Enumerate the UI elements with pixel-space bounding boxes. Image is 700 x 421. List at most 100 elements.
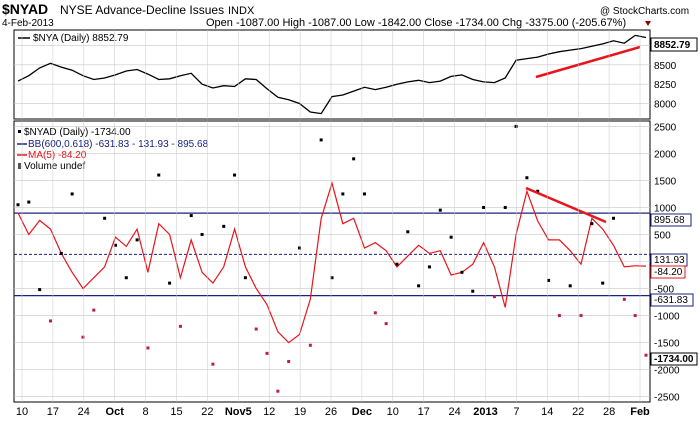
nyad-y-tick-label: -1000 xyxy=(654,312,680,323)
nya-y-tick-label: 8500 xyxy=(654,61,677,72)
nya-gridlines xyxy=(14,45,650,104)
bb-legend-label: BB(600,0.618) -631.83 - 131.93 - 895.68 xyxy=(28,139,209,150)
volume-legend-label: Volume undef xyxy=(24,161,85,172)
nyad-data-point xyxy=(70,192,74,196)
x-tick-label: 24 xyxy=(78,406,90,418)
x-tick-label: 17 xyxy=(418,406,430,418)
nyad-y-tick-label: -2000 xyxy=(654,366,680,377)
bb-lower-label: -631.83 xyxy=(654,295,688,306)
nyad-data-point xyxy=(59,251,63,255)
chart-exchange: INDX xyxy=(228,5,255,17)
x-tick-label: 14 xyxy=(541,406,553,418)
ma-value-box xyxy=(650,265,686,279)
nyad-data-point xyxy=(265,351,269,355)
nyad-data-point xyxy=(92,308,96,312)
nyad-data-point xyxy=(168,281,172,285)
nyad-legend-swatch xyxy=(18,130,21,133)
chg-down-icon xyxy=(645,21,651,26)
nya-series-line xyxy=(17,34,647,115)
nyad-y-tick-label: -500 xyxy=(654,285,674,296)
nyad-trend-annotation xyxy=(525,186,607,224)
nyad-y-tick-label: 2000 xyxy=(654,149,677,160)
nyad-data-point xyxy=(362,192,366,196)
nyad-data-point xyxy=(612,216,616,220)
nya-legend-label: $NYA (Daily) 8852.79 xyxy=(33,33,129,44)
x-tick-label: 26 xyxy=(325,406,337,418)
nyad-data-point xyxy=(81,335,85,339)
nyad-data-point xyxy=(211,362,215,366)
nyad-data-point xyxy=(427,265,431,269)
nyad-data-point xyxy=(492,295,496,299)
nyad-data-point xyxy=(200,232,204,236)
ma-value-label: -84.20 xyxy=(654,267,683,278)
nyad-data-point xyxy=(298,246,302,250)
nyad-data-point xyxy=(482,205,486,209)
ma5-series-line xyxy=(17,180,647,344)
volume-legend-swatch xyxy=(18,163,21,169)
nyad-data-point xyxy=(644,353,648,357)
nyad-y-axis: -2500-2000-1500-1000-5000500100015002000… xyxy=(654,122,680,403)
nyad-data-point xyxy=(579,314,583,318)
x-tick-label: Oct xyxy=(106,406,125,418)
nyad-data-point xyxy=(48,319,52,323)
ohlc-readout: Open -1087.00 High -1087.00 Low -1842.00… xyxy=(206,17,626,29)
bb-upper-label: 895.68 xyxy=(654,215,685,226)
nyad-data-point xyxy=(308,343,312,347)
nya-value-box xyxy=(650,37,698,52)
nyad-value-label: -1734.00 xyxy=(654,354,694,365)
chart-name: NYSE Advance-Decline Issues xyxy=(60,3,224,17)
nyad-data-point xyxy=(525,176,529,180)
nyad-y-tick-label: 1000 xyxy=(654,203,677,214)
nyad-y-tick-label: 1500 xyxy=(654,176,677,187)
nyad-data-point xyxy=(135,238,139,242)
chart-symbol: $NYAD xyxy=(2,1,48,17)
x-tick-label: 22 xyxy=(201,406,213,418)
nyad-data-point xyxy=(395,262,399,266)
x-tick-label: 10 xyxy=(387,406,399,418)
x-tick-label: 8 xyxy=(143,406,149,418)
bollinger-bands xyxy=(14,212,650,297)
chart-date: 4-Feb-2013 xyxy=(2,18,54,29)
nya-value-label: 8852.79 xyxy=(654,40,691,51)
nyad-data-point xyxy=(568,284,572,288)
x-tick-label: 17 xyxy=(47,406,59,418)
nyad-data-point xyxy=(157,173,161,177)
nyad-data-point xyxy=(113,243,117,247)
x-tick-label: 2013 xyxy=(473,406,497,418)
nyad-data-point xyxy=(514,124,518,128)
nyad-data-point xyxy=(406,230,410,234)
nyad-data-point xyxy=(287,359,291,363)
x-tick-label: 22 xyxy=(572,406,584,418)
nyad-y-tick-label: 500 xyxy=(654,230,671,241)
bb-middle-label: 131.93 xyxy=(654,255,685,266)
nyad-data-point xyxy=(16,203,20,207)
nyad-data-point xyxy=(319,138,323,142)
x-tick-label: 28 xyxy=(603,406,615,418)
nyad-data-point xyxy=(233,173,237,177)
x-tick-label: 15 xyxy=(170,406,182,418)
nyad-data-point xyxy=(330,276,334,280)
nyad-data-point xyxy=(27,200,31,204)
nya-trend-annotation xyxy=(535,45,641,79)
nyad-y-tick-label: -2500 xyxy=(654,393,680,404)
nyad-data-point xyxy=(254,327,258,331)
nyad-data-point xyxy=(417,284,421,288)
nyad-data-point xyxy=(178,324,182,328)
nyad-data-point xyxy=(601,281,605,285)
x-tick-label: Feb xyxy=(630,406,650,418)
nyad-data-point xyxy=(471,289,475,293)
nyad-data-point xyxy=(633,314,637,318)
x-tick-label: 19 xyxy=(294,406,306,418)
nyad-data-point xyxy=(103,216,107,220)
nyad-data-point xyxy=(373,311,377,315)
nyad-y-tick-label: -1500 xyxy=(654,339,680,350)
nyad-data-point xyxy=(460,270,464,274)
nyad-legend-label: $NYAD (Daily) -1734.00 xyxy=(24,127,131,138)
nyad-y-tick-label: 2500 xyxy=(654,122,677,133)
nyad-data-point xyxy=(341,192,345,196)
nyad-data-point xyxy=(189,214,193,218)
nyad-data-point xyxy=(124,276,128,280)
nyad-gridlines xyxy=(14,126,650,397)
nya-y-tick-label: 8250 xyxy=(654,80,677,91)
